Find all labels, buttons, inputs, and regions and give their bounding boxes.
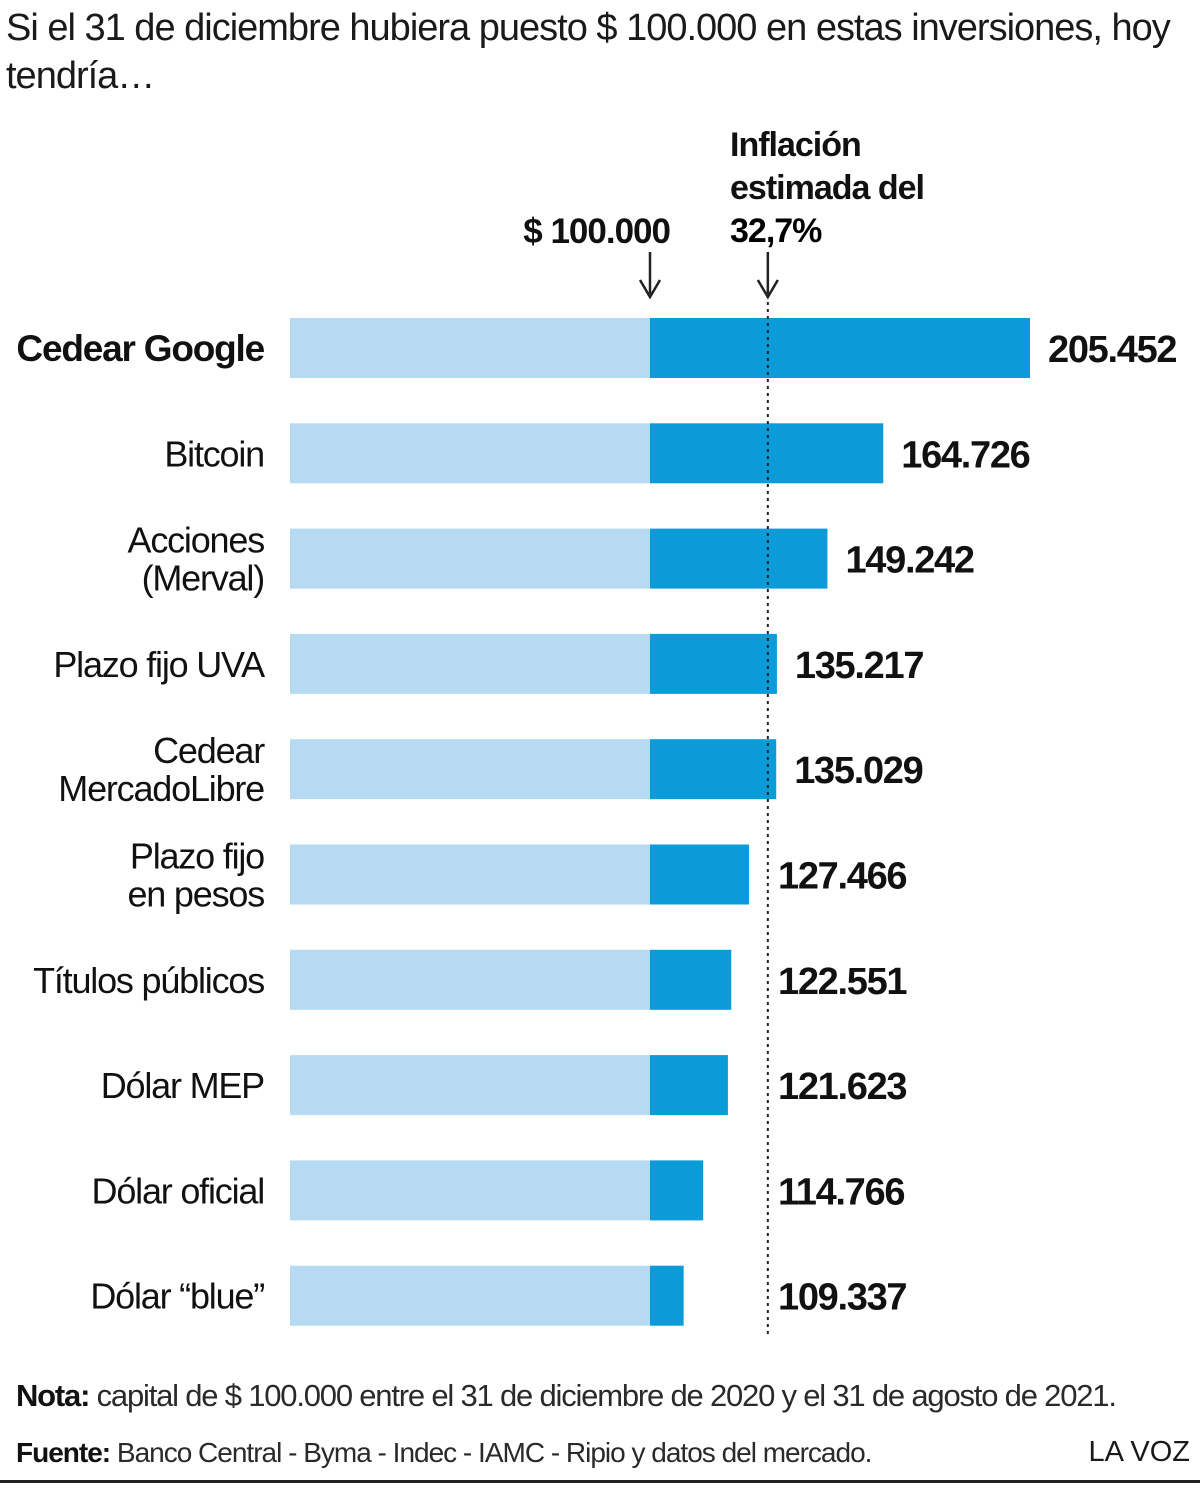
category-label: Títulos públicos (33, 960, 264, 1001)
category-label: (Merval) (142, 558, 264, 599)
bar-gain (650, 423, 884, 484)
category-label: en pesos (127, 874, 264, 915)
inflation-value-label: 32,7% (730, 212, 822, 250)
value-label: 135.217 (795, 645, 923, 687)
category-label: Dólar “blue” (90, 1276, 264, 1317)
bar-base (290, 1160, 650, 1221)
note: Nota: capital de $ 100.000 entre el 31 d… (16, 1378, 1117, 1414)
value-label: 149.242 (845, 540, 973, 582)
bottom-rule (0, 1480, 1200, 1483)
baseline-arrow-head (638, 279, 662, 300)
brand-logo-text: LA VOZ (1088, 1436, 1190, 1468)
bar-gain (650, 844, 749, 905)
bar-base (290, 1265, 650, 1326)
category-label: Dólar MEP (101, 1065, 264, 1106)
bar-base (290, 423, 650, 484)
bar-base (290, 1055, 650, 1116)
chart-title: Si el 31 de diciembre hubiera puesto $ 1… (6, 7, 1171, 97)
category-label: Dólar oficial (92, 1170, 264, 1211)
bar-gain (650, 318, 1030, 378)
value-label: 109.337 (778, 1277, 906, 1319)
category-label: Plazo fijo (130, 836, 264, 877)
inflation-label: Inflación (730, 126, 861, 164)
bar-gain (650, 949, 732, 1010)
inflation-label: estimada del (730, 169, 924, 207)
category-label: Cedear Google (16, 328, 264, 369)
bar-gain (650, 1265, 684, 1326)
value-label: 114.766 (778, 1171, 904, 1213)
inflation-arrow-head (756, 279, 779, 300)
note-text: capital de $ 100.000 entre el 31 de dici… (89, 1378, 1117, 1413)
bar-base (290, 844, 650, 905)
value-label: 127.466 (778, 856, 906, 898)
bar-chart: Cedear Google 205.452 Bitcoin 164.726 Accion… (16, 126, 1178, 1336)
value-label: 164.726 (901, 434, 1029, 476)
category-label: MercadoLibre (58, 768, 264, 809)
source-text: Banco Central - Byma - Indec - IAMC - Ri… (110, 1437, 873, 1468)
bar-base (290, 739, 650, 800)
bar-gain (650, 633, 777, 694)
bar-base (290, 949, 650, 1010)
category-label: Bitcoin (164, 433, 264, 474)
value-label: 135.029 (794, 750, 922, 792)
bar-base (290, 633, 650, 694)
category-label: Acciones (128, 520, 265, 561)
source: Fuente: Banco Central - Byma - Indec - I… (16, 1437, 873, 1469)
value-label: 205.452 (1048, 329, 1176, 371)
value-label: 121.623 (778, 1066, 906, 1108)
bar-gain (650, 739, 777, 800)
note-label: Nota: (16, 1378, 90, 1413)
value-label: 122.551 (778, 961, 907, 1003)
category-label: Cedear (153, 730, 265, 771)
source-label: Fuente: (16, 1437, 111, 1468)
category-label: Plazo fijo UVA (53, 644, 265, 685)
baseline-label: $ 100.000 (523, 212, 670, 251)
bar-gain (650, 528, 828, 589)
bar-base (290, 528, 650, 589)
bar-gain (650, 1055, 728, 1116)
bar-base (290, 318, 650, 378)
bar-gain (650, 1160, 704, 1221)
